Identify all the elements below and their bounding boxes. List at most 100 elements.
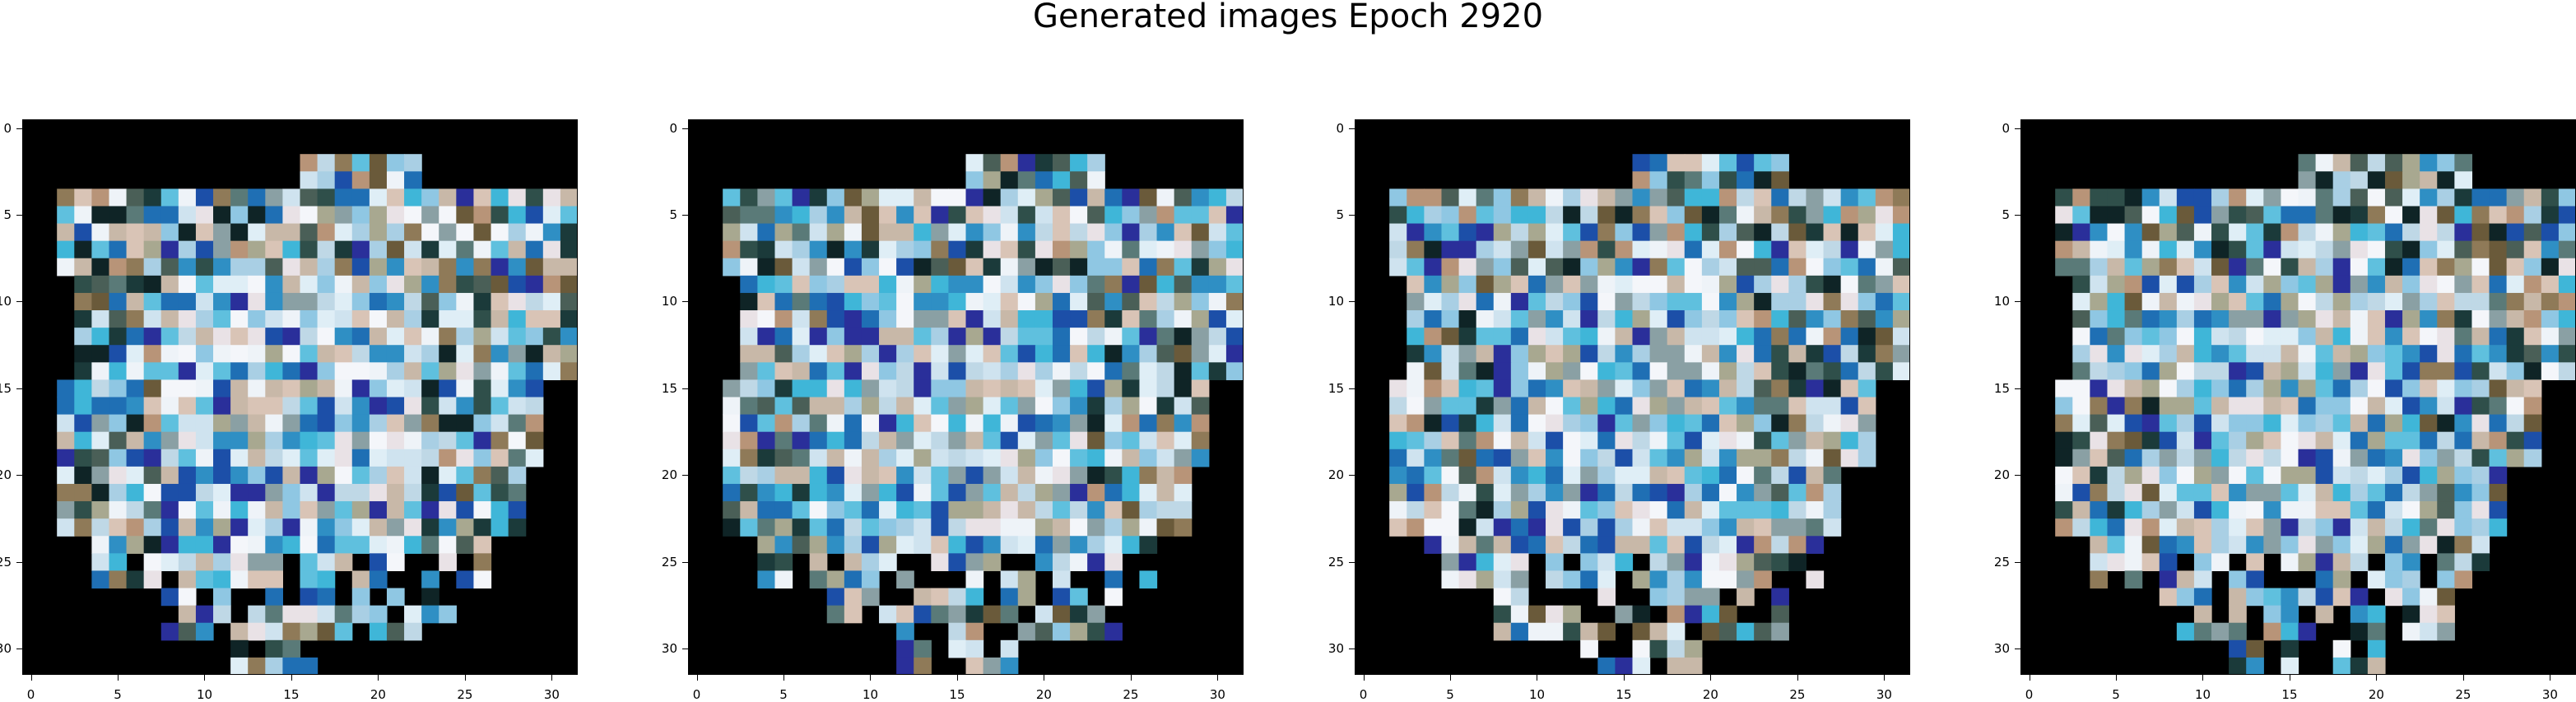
pixel-cell <box>508 310 527 328</box>
pixel-cell <box>1000 501 1019 519</box>
pixel-cell <box>525 240 544 259</box>
pixel-cell <box>1806 328 1825 346</box>
pixel-cell <box>1737 345 1755 363</box>
pixel-cell <box>1174 483 1193 502</box>
pixel-cell <box>740 431 758 450</box>
pixel-cell <box>1527 379 1546 398</box>
pixel-cell <box>1823 397 1842 416</box>
pixel-cell <box>1052 414 1071 433</box>
pixel-cell <box>2454 188 2473 207</box>
pixel-cell <box>1649 449 1668 467</box>
pixel-cell <box>143 431 162 450</box>
pixel-cell <box>508 275 527 294</box>
pixel-cell <box>1441 328 1460 346</box>
pixel-cell <box>195 379 214 398</box>
pixel-cell <box>1701 171 1720 189</box>
pixel-cell <box>1424 292 1443 311</box>
pixel-cell <box>1754 501 1772 519</box>
pixel-cell <box>1052 466 1071 485</box>
pixel-cell <box>1493 518 1512 537</box>
pixel-cell <box>896 275 914 294</box>
pixel-cell <box>2454 570 2473 589</box>
pixel-cell <box>1510 275 1529 294</box>
pixel-cell <box>1546 292 1564 311</box>
pixel-cell <box>1754 171 1772 189</box>
pixel-cell <box>1667 622 1686 641</box>
pixel-cell <box>300 466 319 485</box>
pixel-cell <box>1458 518 1477 537</box>
pixel-cell <box>2072 397 2090 416</box>
pixel-cell <box>213 553 231 572</box>
pixel-cell <box>213 483 231 502</box>
pixel-cell <box>265 639 283 658</box>
pixel-cell <box>2176 414 2195 433</box>
pixel-cell <box>386 362 405 380</box>
pixel-cell <box>2541 362 2560 380</box>
pixel-cell <box>1875 240 1894 259</box>
pixel-cell <box>774 536 793 554</box>
pixel-cell <box>1754 466 1772 485</box>
pixel-cell <box>74 379 92 398</box>
pixel-cell <box>195 206 214 225</box>
pixel-cell <box>91 328 110 346</box>
pixel-cell <box>2332 328 2351 346</box>
pixel-cell <box>560 310 578 328</box>
x-tick-label: 20 <box>1035 687 1052 702</box>
pixel-cell <box>1208 206 1227 225</box>
pixel-cell <box>1458 310 1477 328</box>
pixel-cell <box>1597 223 1616 242</box>
pixel-cell <box>896 518 914 537</box>
y-tick-label: 20 <box>661 467 677 483</box>
pixel-cell <box>2523 362 2542 380</box>
pixel-cell <box>1632 622 1651 641</box>
pixel-cell <box>2263 275 2281 294</box>
pixel-cell <box>2506 275 2525 294</box>
pixel-cell <box>1684 553 1703 572</box>
pixel-cell <box>1684 240 1703 259</box>
pixel-cell <box>2211 501 2230 519</box>
y-tick-label: 20 <box>1993 467 2010 483</box>
pixel-cell <box>491 483 509 502</box>
pixel-cell <box>1840 397 1859 416</box>
pixel-cell <box>1788 328 1807 346</box>
pixel-cell <box>914 397 932 416</box>
pixel-cell <box>1510 605 1529 624</box>
pixel-cell <box>2141 240 2160 259</box>
pixel-cell <box>1771 605 1789 624</box>
pixel-cell <box>386 154 405 172</box>
pixel-cell <box>1563 223 1581 242</box>
pixel-cell <box>2437 310 2455 328</box>
pixel-cell <box>1823 466 1842 485</box>
pixel-cell <box>404 328 422 346</box>
pixel-cell <box>1754 275 1772 294</box>
pixel-cell <box>2506 223 2525 242</box>
x-tick-mark <box>378 675 379 681</box>
pixel-cell <box>861 379 880 398</box>
pixel-cell <box>1718 362 1737 380</box>
pixel-cell <box>1122 397 1141 416</box>
pixel-cell <box>57 240 75 259</box>
pixel-cell <box>91 379 110 398</box>
pixel-cell <box>809 431 828 450</box>
pixel-cell <box>230 345 249 363</box>
pixel-cell <box>1563 345 1581 363</box>
pixel-cell <box>792 379 811 398</box>
image-pixels-3 <box>1355 119 1910 675</box>
pixel-cell <box>2384 171 2403 189</box>
pixel-cell <box>1806 397 1825 416</box>
pixel-cell <box>2159 258 2178 277</box>
pixel-cell <box>1546 223 1564 242</box>
pixel-cell <box>491 292 509 311</box>
pixel-cell <box>1017 292 1036 311</box>
pixel-cell <box>1087 258 1105 277</box>
pixel-cell <box>300 206 319 225</box>
pixel-cell <box>1718 379 1737 398</box>
pixel-cell <box>386 345 405 363</box>
pixel-cell <box>1000 657 1019 675</box>
pixel-cell <box>542 206 561 225</box>
pixel-cell <box>2281 431 2299 450</box>
pixel-cell <box>195 431 214 450</box>
pixel-cell <box>1458 397 1477 416</box>
pixel-cell <box>1156 431 1175 450</box>
pixel-cell <box>1615 518 1634 537</box>
